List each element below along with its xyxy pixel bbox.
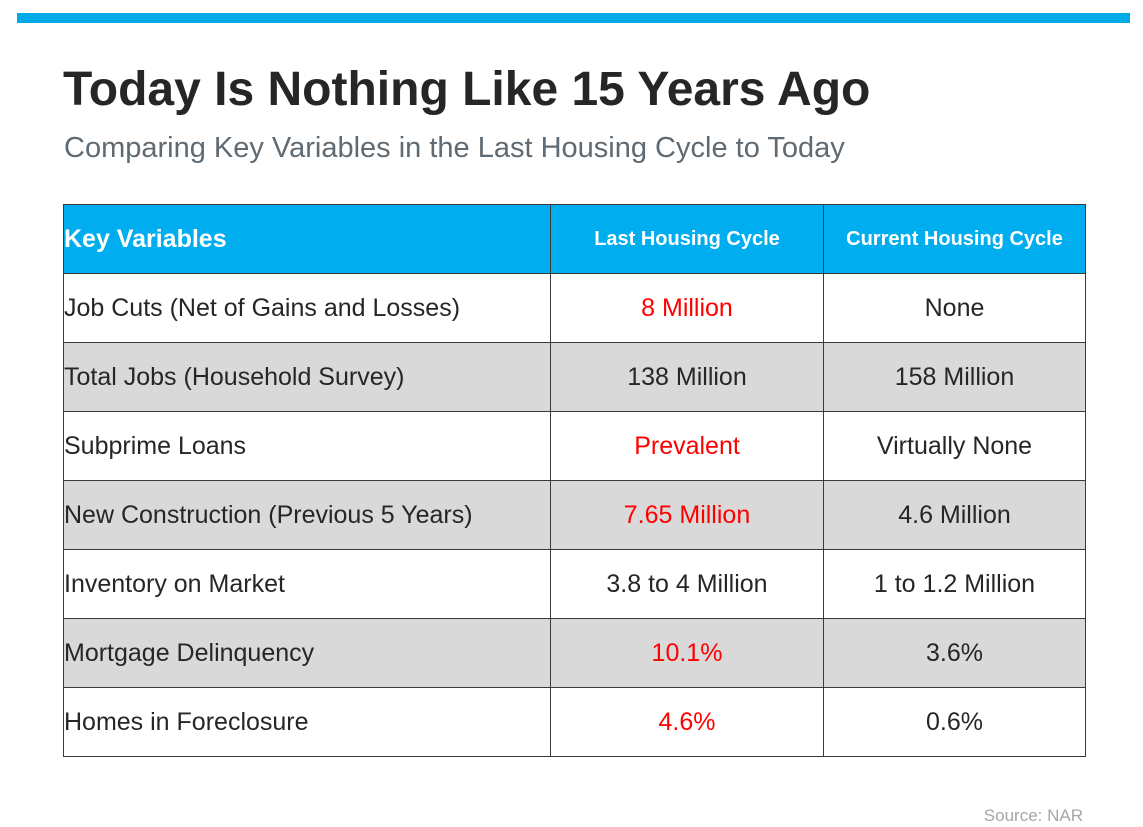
page-title: Today Is Nothing Like 15 Years Ago [63, 63, 871, 116]
current-cycle-value: 4.6 Million [823, 480, 1086, 550]
row-label: Mortgage Delinquency [63, 618, 551, 688]
header-current-housing-cycle: Current Housing Cycle [823, 204, 1086, 274]
row-label: Subprime Loans [63, 411, 551, 481]
table-row: Total Jobs (Household Survey) 138 Millio… [63, 342, 1086, 412]
current-cycle-value: 1 to 1.2 Million [823, 549, 1086, 619]
last-cycle-value: Prevalent [550, 411, 824, 481]
last-cycle-value: 138 Million [550, 342, 824, 412]
table-row: Subprime Loans Prevalent Virtually None [63, 411, 1086, 481]
row-label: Total Jobs (Household Survey) [63, 342, 551, 412]
source-note: Source: NAR [983, 806, 1083, 825]
table-row: New Construction (Previous 5 Years) 7.65… [63, 480, 1086, 550]
table-row: Homes in Foreclosure 4.6% 0.6% [63, 687, 1086, 757]
top-accent-bar [17, 13, 1130, 23]
row-label: Homes in Foreclosure [63, 687, 551, 757]
table-row: Mortgage Delinquency 10.1% 3.6% [63, 618, 1086, 688]
comparison-table: Key Variables Last Housing Cycle Current… [63, 204, 1086, 757]
last-cycle-value: 4.6% [550, 687, 824, 757]
current-cycle-value: Virtually None [823, 411, 1086, 481]
table-row: Job Cuts (Net of Gains and Losses) 8 Mil… [63, 273, 1086, 343]
row-label: New Construction (Previous 5 Years) [63, 480, 551, 550]
page-subtitle: Comparing Key Variables in the Last Hous… [64, 132, 845, 164]
last-cycle-value: 8 Million [550, 273, 824, 343]
current-cycle-value: None [823, 273, 1086, 343]
table-row: Inventory on Market 3.8 to 4 Million 1 t… [63, 549, 1086, 619]
row-label: Job Cuts (Net of Gains and Losses) [63, 273, 551, 343]
header-last-housing-cycle: Last Housing Cycle [550, 204, 824, 274]
current-cycle-value: 3.6% [823, 618, 1086, 688]
last-cycle-value: 3.8 to 4 Million [550, 549, 824, 619]
table-header-row: Key Variables Last Housing Cycle Current… [63, 204, 1086, 274]
last-cycle-value: 10.1% [550, 618, 824, 688]
current-cycle-value: 158 Million [823, 342, 1086, 412]
last-cycle-value: 7.65 Million [550, 480, 824, 550]
header-key-variables: Key Variables [63, 204, 551, 274]
current-cycle-value: 0.6% [823, 687, 1086, 757]
row-label: Inventory on Market [63, 549, 551, 619]
